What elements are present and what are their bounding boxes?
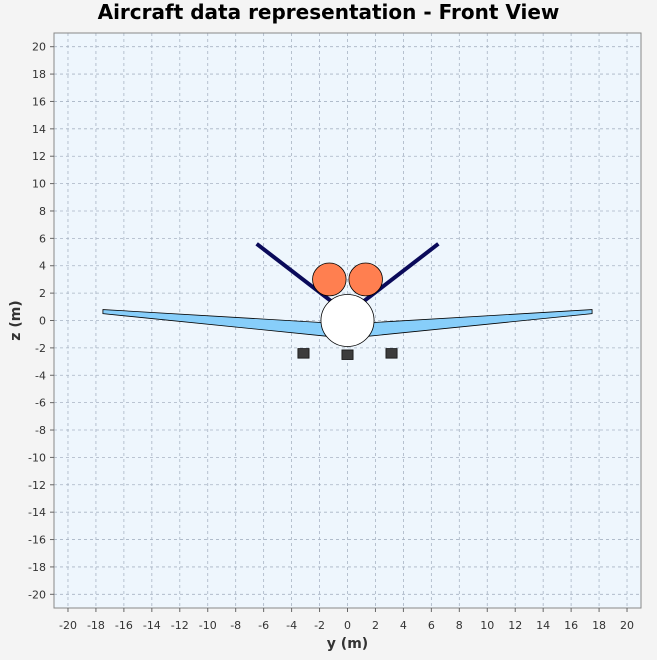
x-tick-label: -8 <box>230 619 241 632</box>
y-tick-label: -10 <box>28 451 46 464</box>
y-tick-label: -8 <box>35 424 46 437</box>
x-tick-label: -6 <box>258 619 269 632</box>
engine <box>312 262 347 297</box>
y-tick-label: -20 <box>28 588 46 601</box>
y-tick-label: -18 <box>28 561 46 574</box>
y-tick-label: -2 <box>35 342 46 355</box>
x-tick-label: 18 <box>592 619 606 632</box>
y-tick-label: -12 <box>28 479 46 492</box>
y-tick-label: 8 <box>39 205 46 218</box>
x-tick-label: -12 <box>171 619 189 632</box>
y-tick-label: -16 <box>28 534 46 547</box>
x-tick-label: 20 <box>620 619 634 632</box>
x-tick-label: -2 <box>314 619 325 632</box>
y-tick-label: 18 <box>32 68 46 81</box>
y-axis-label: z (m) <box>8 300 24 340</box>
y-tick-label: 0 <box>39 315 46 328</box>
y-tick-label: 6 <box>39 232 46 245</box>
y-tick-label: 10 <box>32 178 46 191</box>
y-tick-label: -4 <box>35 369 46 382</box>
x-tick-label: -18 <box>87 619 105 632</box>
x-tick-label: 2 <box>372 619 379 632</box>
x-tick-label: 12 <box>508 619 522 632</box>
landing-gear <box>341 349 354 360</box>
chart-title: Aircraft data representation - Front Vie… <box>97 0 560 24</box>
x-tick-label: -4 <box>286 619 297 632</box>
x-tick-label: -10 <box>199 619 217 632</box>
y-tick-label: -14 <box>28 506 46 519</box>
x-tick-label: -20 <box>59 619 77 632</box>
x-tick-label: 6 <box>428 619 435 632</box>
x-tick-label: 8 <box>456 619 463 632</box>
x-tick-label: 0 <box>344 619 351 632</box>
y-tick-label: 2 <box>39 287 46 300</box>
x-tick-label: 10 <box>480 619 494 632</box>
x-tick-label: -14 <box>143 619 161 632</box>
y-tick-label: 16 <box>32 95 46 108</box>
x-tick-label: 16 <box>564 619 578 632</box>
y-tick-label: 4 <box>39 260 46 273</box>
y-tick-label: 20 <box>32 41 46 54</box>
fuselage <box>320 294 375 347</box>
x-tick-label: -16 <box>115 619 133 632</box>
landing-gear <box>297 348 310 359</box>
y-tick-label: -6 <box>35 397 46 410</box>
y-tick-label: 14 <box>32 123 46 136</box>
landing-gear <box>385 348 398 359</box>
y-tick-label: 12 <box>32 150 46 163</box>
engine <box>348 262 383 297</box>
x-tick-label: 14 <box>536 619 550 632</box>
x-axis-label: y (m) <box>327 636 368 652</box>
x-tick-label: 4 <box>400 619 407 632</box>
